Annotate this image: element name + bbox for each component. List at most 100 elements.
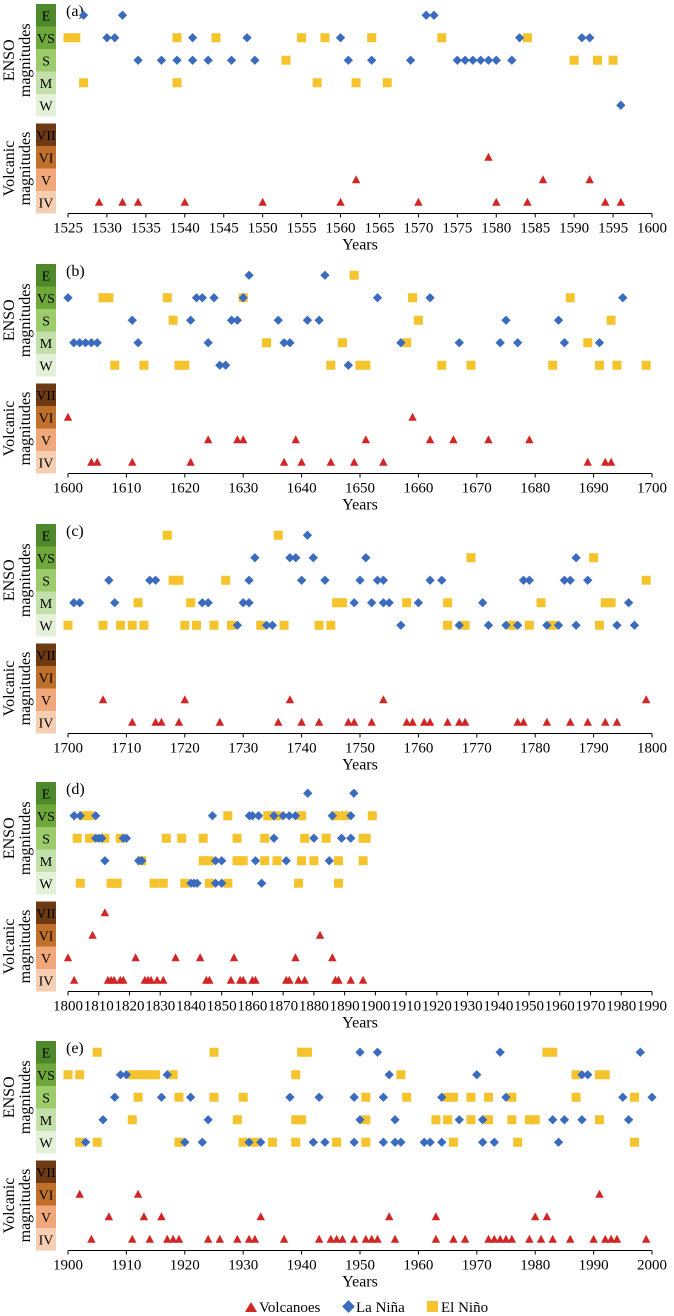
volcano-marker	[425, 435, 435, 444]
la-nina-marker	[559, 338, 570, 348]
enso-level-cell	[36, 546, 56, 569]
x-axis-title: Years	[342, 1015, 378, 1032]
volcano-marker	[195, 953, 205, 962]
volcano-marker	[233, 1234, 242, 1243]
volcanic-level-cell	[36, 711, 56, 734]
la-nina-marker	[483, 55, 494, 65]
volcano-marker	[601, 197, 610, 206]
el-nino-marker	[542, 1047, 552, 1057]
la-nina-marker	[324, 856, 334, 866]
enso-level-cell	[36, 569, 56, 592]
x-tick-label: 1790	[579, 741, 609, 757]
la-nina-marker	[647, 1092, 657, 1102]
la-nina-marker	[261, 620, 272, 630]
la-nina-marker	[244, 270, 254, 280]
volcanic-axis-label-line1: Volcanic	[1, 401, 18, 457]
la-nina-marker	[425, 575, 435, 585]
volcano-marker	[297, 717, 306, 726]
x-tick-label: 1610	[111, 481, 141, 497]
volcano-marker	[583, 457, 592, 466]
volcano-marker	[334, 975, 343, 984]
la-nina-marker	[346, 833, 356, 843]
la-nina-marker	[454, 1115, 464, 1125]
la-nina-marker	[618, 293, 628, 303]
el-nino-marker	[291, 1070, 301, 1080]
la-nina-marker	[513, 338, 523, 348]
la-nina-marker	[320, 1137, 330, 1147]
volcano-marker	[152, 975, 162, 984]
la-nina-marker	[361, 553, 371, 563]
volcano-marker	[531, 1212, 540, 1221]
x-tick-label: 1545	[209, 221, 239, 237]
el-nino-marker	[110, 360, 120, 370]
la-nina-marker	[437, 1137, 447, 1147]
volcanic-axis-label-line2: magnitudes	[17, 910, 34, 984]
la-nina-marker	[314, 1092, 324, 1102]
x-tick-label: 1535	[131, 221, 161, 237]
el-nino-marker	[641, 360, 651, 370]
x-tick-label: 1630	[228, 481, 258, 497]
la-nina-marker	[137, 856, 147, 866]
el-nino-marker	[297, 856, 307, 866]
volcano-marker	[274, 717, 283, 726]
volcano-marker	[525, 1234, 534, 1243]
el-nino-marker	[273, 530, 283, 540]
el-nino-marker	[127, 1115, 137, 1125]
volcano-marker	[616, 197, 626, 206]
volcanic-axis-label-line2: magnitudes	[17, 132, 34, 206]
la-nina-marker	[425, 1137, 435, 1147]
volcanic-level-label: VII	[36, 907, 56, 922]
el-nino-marker	[314, 620, 324, 630]
volcano-marker	[300, 975, 309, 984]
el-nino-marker	[337, 598, 347, 608]
el-nino-marker	[180, 620, 190, 630]
x-tick-label: 1560	[326, 221, 356, 237]
x-tick-label: 1880	[299, 999, 329, 1015]
la-nina-marker	[553, 620, 564, 630]
enso-axis-label-line2: magnitudes	[17, 23, 34, 97]
volcano-marker	[159, 975, 168, 984]
el-nino-marker	[145, 1070, 155, 1080]
el-nino-marker	[321, 833, 331, 843]
volcano-marker	[63, 953, 73, 962]
la-nina-marker	[349, 1092, 359, 1102]
x-tick-label: 1780	[520, 741, 550, 757]
la-nina-marker	[553, 1137, 564, 1147]
enso-level-cell	[36, 94, 56, 117]
la-nina-marker	[396, 1137, 406, 1147]
enso-level-cell	[36, 71, 56, 94]
la-nina-marker	[585, 33, 595, 43]
la-nina-marker	[221, 360, 231, 370]
enso-level-label: M	[40, 1114, 53, 1129]
la-nina-marker	[281, 856, 291, 866]
el-nino-marker	[127, 1070, 137, 1080]
la-nina-marker	[185, 1092, 196, 1102]
volcano-marker	[385, 1212, 394, 1221]
el-nino-marker	[361, 833, 371, 843]
la-nina-marker	[513, 620, 523, 630]
volcano-marker	[215, 1234, 225, 1243]
la-nina-marker	[156, 55, 167, 65]
volcano-marker	[449, 435, 458, 444]
la-nina-marker	[405, 55, 416, 65]
el-nino-marker	[63, 1070, 73, 1080]
volcano-marker	[174, 717, 184, 726]
x-tick-label: 1850	[207, 999, 237, 1015]
enso-level-cell	[36, 849, 56, 872]
enso-level-cell	[36, 1131, 56, 1154]
el-nino-marker	[361, 360, 371, 370]
el-nino-marker	[177, 833, 187, 843]
enso-level-label: S	[42, 832, 50, 847]
la-nina-marker	[335, 33, 346, 43]
el-nino-marker	[104, 293, 114, 303]
el-nino-marker	[466, 553, 476, 563]
volcano-marker	[128, 457, 137, 466]
el-nino-marker	[149, 878, 159, 888]
volcano-marker	[585, 175, 594, 184]
el-nino-marker	[174, 1092, 184, 1102]
la-nina-marker	[110, 33, 120, 43]
x-tick-label: 1580	[481, 221, 511, 237]
x-tick-label: 1900	[53, 1258, 83, 1274]
